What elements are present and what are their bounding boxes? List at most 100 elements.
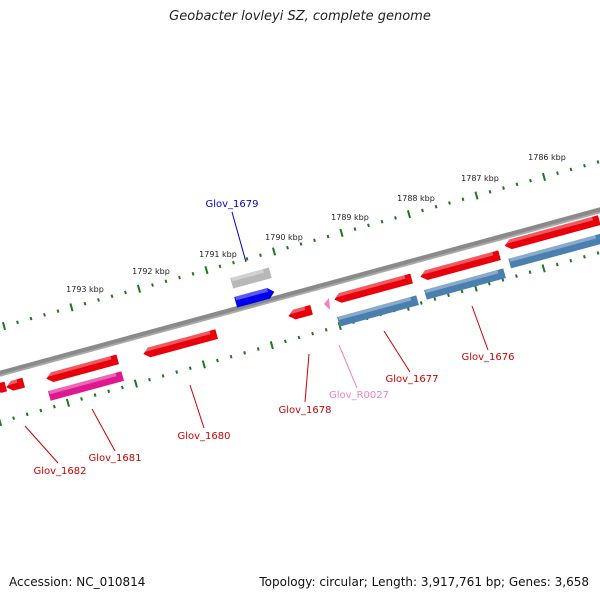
outer-scale-tick bbox=[313, 238, 316, 243]
outer-scale-tick bbox=[474, 191, 479, 200]
outer-scale-tick bbox=[191, 272, 195, 276]
outer-scale-tick bbox=[406, 210, 412, 219]
outer-scale-tick bbox=[299, 242, 303, 246]
inner-scale-tick bbox=[39, 408, 43, 413]
inner-scale-tick bbox=[528, 270, 532, 275]
inner-scale-tick bbox=[324, 328, 328, 332]
outer-scale-tick bbox=[83, 301, 87, 306]
outer-scale-tick bbox=[29, 316, 33, 321]
map-title: Geobacter lovleyi SZ, complete genome bbox=[169, 9, 431, 24]
inner-scale-tick bbox=[133, 379, 138, 388]
gene-label-glov_1677[interactable]: Glov_1677 bbox=[385, 374, 438, 385]
inner-scale-tick bbox=[583, 255, 586, 259]
gene-label-glov_1678[interactable]: Glov_1678 bbox=[278, 405, 331, 416]
outer-scale-tick bbox=[69, 303, 74, 312]
outer-scale-tick bbox=[16, 320, 19, 325]
inner-scale-tick bbox=[460, 289, 464, 294]
gene-feature[interactable] bbox=[508, 233, 600, 269]
gene-label-glov_1679[interactable]: Glov_1679 bbox=[205, 199, 258, 210]
cds-feature[interactable] bbox=[287, 305, 313, 321]
scale-label: 1788 kbp bbox=[397, 194, 435, 203]
gene-feature[interactable] bbox=[424, 268, 506, 300]
inner-scale-tick bbox=[175, 370, 179, 374]
inner-scale-tick bbox=[447, 293, 450, 298]
gene-label-glov_1680[interactable]: Glov_1680 bbox=[177, 431, 230, 442]
inner-scale-tick bbox=[487, 281, 491, 286]
scale-labels: 1786 kbp 1787 kbp 1788 kbp 1789 kbp 1790 kbp… bbox=[66, 153, 566, 294]
outer-scale-tick bbox=[56, 309, 60, 313]
inner-scale-tick bbox=[284, 339, 287, 344]
topology-text: Topology: circular; Length: 3,917,761 bp… bbox=[259, 575, 589, 589]
inner-scale-tick bbox=[80, 397, 83, 401]
rna-feature[interactable] bbox=[324, 298, 330, 310]
outer-scale-tick bbox=[204, 265, 209, 275]
outer-scale-tick bbox=[515, 182, 519, 187]
outer-scale-tick bbox=[569, 167, 573, 172]
selected-gene-feature[interactable] bbox=[234, 286, 275, 308]
outer-scale-tick bbox=[421, 208, 424, 213]
outer-scale-tick bbox=[434, 204, 438, 209]
inner-scale-tick bbox=[107, 389, 111, 394]
inner-scale-tick bbox=[229, 354, 233, 359]
gene-label-glov_r0027[interactable]: Glov_R0027 bbox=[329, 390, 389, 401]
accession-text: Accession: NC_010814 bbox=[9, 575, 146, 589]
label-leader-lines bbox=[24, 211, 489, 464]
inner-scale-tick bbox=[541, 264, 546, 273]
outer-scale-tick bbox=[394, 216, 397, 220]
inner-scale-tick bbox=[569, 258, 573, 263]
inner-scale-tick bbox=[555, 262, 559, 267]
inner-scale-tick bbox=[120, 385, 124, 390]
inner-scale-tick bbox=[515, 274, 518, 278]
inner-scale-tick bbox=[419, 301, 423, 305]
outer-scale-tick bbox=[259, 253, 262, 257]
inner-scale-tick bbox=[433, 297, 437, 301]
outer-scale-tick bbox=[529, 178, 532, 183]
gene-label-glov_1676[interactable]: Glov_1676 bbox=[461, 352, 514, 363]
gene-features bbox=[0, 215, 600, 401]
scale-label: 1792 kbp bbox=[132, 267, 170, 276]
scale-label: 1789 kbp bbox=[331, 213, 369, 222]
inner-scale-tick bbox=[52, 404, 56, 409]
outer-scale-tick bbox=[271, 247, 277, 256]
inner-scale-tick bbox=[12, 416, 15, 420]
outer-scale-tick bbox=[380, 219, 384, 224]
gene-feature[interactable] bbox=[337, 295, 419, 327]
inner-scale-tick bbox=[65, 398, 71, 407]
cds-feature[interactable] bbox=[45, 354, 120, 383]
selected-gene-outline[interactable] bbox=[230, 267, 272, 289]
scale-label: 1793 kbp bbox=[66, 285, 104, 294]
inner-scale-tick bbox=[201, 360, 206, 369]
gene-label-glov_1681[interactable]: Glov_1681 bbox=[88, 453, 141, 464]
pseudo-feature[interactable] bbox=[48, 371, 124, 401]
cds-feature[interactable] bbox=[419, 250, 501, 281]
outer-scale-tick bbox=[541, 172, 547, 182]
outer-scale-tick bbox=[151, 283, 154, 287]
leader-line bbox=[189, 384, 205, 429]
gene-labels: Glov_1679 Glov_1676 Glov_1677 Glov_R0027 Glo… bbox=[33, 199, 514, 477]
outer-scale-tick bbox=[353, 227, 357, 231]
cds-feature[interactable] bbox=[0, 381, 8, 395]
scale-label: 1786 kbp bbox=[528, 153, 566, 162]
cds-feature[interactable] bbox=[333, 273, 413, 305]
outer-scale-tick bbox=[326, 234, 330, 239]
outer-scale-tick bbox=[461, 197, 465, 202]
cds-feature[interactable] bbox=[503, 215, 600, 250]
inner-scale-tick bbox=[311, 331, 314, 336]
backbone bbox=[0, 207, 600, 375]
inner-scale-ticks bbox=[0, 251, 600, 427]
outer-scale-tick bbox=[218, 264, 222, 269]
outer-scale-tick bbox=[448, 201, 451, 205]
cds-feature[interactable] bbox=[142, 329, 218, 359]
inner-scale-tick bbox=[243, 351, 247, 355]
inner-scale-tick bbox=[161, 374, 165, 378]
outer-scale-tick bbox=[178, 275, 181, 280]
leader-line bbox=[383, 330, 411, 373]
outer-scale-tick bbox=[596, 160, 600, 164]
outer-scale-tick bbox=[164, 279, 168, 284]
gene-label-glov_1682[interactable]: Glov_1682 bbox=[33, 466, 86, 477]
cds-feature[interactable] bbox=[5, 377, 25, 392]
inner-scale-tick bbox=[188, 366, 192, 371]
scale-label: 1790 kbp bbox=[265, 233, 303, 242]
outer-scale-tick bbox=[286, 245, 289, 250]
